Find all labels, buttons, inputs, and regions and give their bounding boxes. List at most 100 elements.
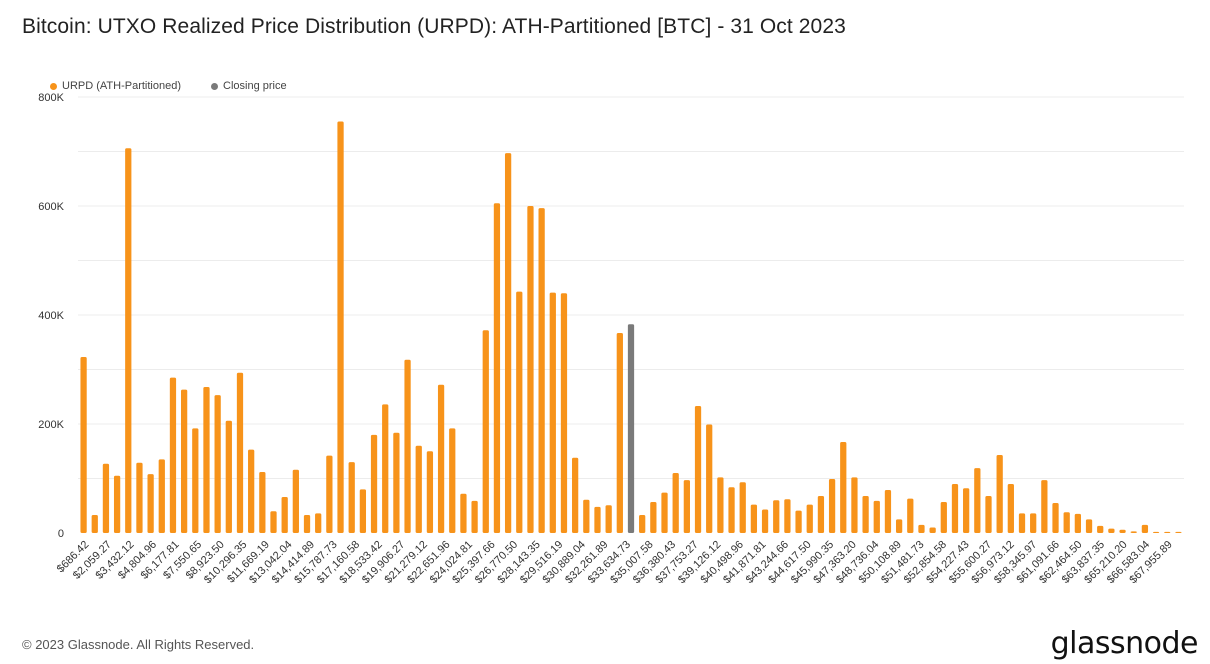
urpd-bar[interactable] — [426, 451, 434, 533]
urpd-bar[interactable] — [303, 515, 311, 533]
urpd-bar[interactable] — [91, 515, 98, 533]
urpd-bar[interactable] — [527, 206, 534, 533]
urpd-bar[interactable] — [1085, 519, 1093, 534]
urpd-bar[interactable] — [1007, 483, 1014, 533]
urpd-bar[interactable] — [482, 330, 489, 533]
glassnode-logo[interactable]: glassnode — [1050, 626, 1199, 661]
urpd-bar[interactable] — [639, 515, 646, 533]
urpd-bar[interactable] — [326, 455, 333, 533]
urpd-bar[interactable] — [236, 372, 244, 533]
urpd-bar[interactable] — [248, 449, 255, 533]
urpd-bar[interactable] — [795, 510, 802, 533]
urpd-bar[interactable] — [449, 428, 456, 533]
urpd-bar[interactable] — [873, 500, 880, 533]
urpd-bar[interactable] — [538, 208, 545, 533]
urpd-bar[interactable] — [851, 477, 858, 533]
urpd-bar[interactable] — [929, 527, 936, 533]
urpd-bar[interactable] — [1164, 531, 1171, 533]
urpd-bar[interactable] — [996, 455, 1003, 533]
urpd-bar[interactable] — [907, 498, 914, 533]
urpd-bar[interactable] — [951, 483, 959, 533]
urpd-bar[interactable] — [493, 203, 501, 533]
urpd-bar[interactable] — [460, 493, 467, 533]
urpd-bar[interactable] — [415, 445, 422, 533]
urpd-bar[interactable] — [315, 513, 322, 533]
urpd-bar[interactable] — [359, 489, 367, 533]
urpd-bar[interactable] — [225, 420, 232, 533]
urpd-bar[interactable] — [214, 395, 221, 533]
urpd-bar[interactable] — [281, 497, 288, 533]
urpd-bar[interactable] — [147, 474, 154, 533]
urpd-bar[interactable] — [504, 153, 512, 533]
urpd-bar[interactable] — [1041, 480, 1048, 533]
urpd-bar[interactable] — [516, 291, 523, 533]
urpd-bar[interactable] — [181, 389, 188, 533]
urpd-bar[interactable] — [761, 509, 769, 533]
urpd-bar[interactable] — [1108, 528, 1115, 533]
urpd-bar[interactable] — [717, 477, 724, 533]
urpd-bar[interactable] — [337, 121, 344, 533]
urpd-bar[interactable] — [728, 487, 735, 533]
urpd-bar[interactable] — [203, 386, 210, 533]
urpd-bar[interactable] — [348, 462, 355, 533]
urpd-bar[interactable] — [1074, 513, 1081, 533]
urpd-bar[interactable] — [985, 495, 992, 533]
urpd-bar[interactable] — [382, 404, 389, 533]
urpd-bar[interactable] — [884, 489, 892, 533]
urpd-bar[interactable] — [963, 488, 970, 533]
urpd-bar[interactable] — [125, 148, 132, 534]
urpd-bar[interactable] — [136, 462, 143, 533]
urpd-bar[interactable] — [895, 519, 903, 534]
urpd-bar[interactable] — [784, 499, 791, 533]
urpd-bar[interactable] — [393, 432, 400, 533]
urpd-bar[interactable] — [1175, 531, 1182, 533]
urpd-bar[interactable] — [672, 473, 679, 533]
urpd-bar[interactable] — [113, 475, 121, 533]
urpd-bar[interactable] — [583, 499, 590, 533]
urpd-bar[interactable] — [817, 495, 825, 533]
urpd-bar[interactable] — [549, 292, 556, 533]
urpd-bar[interactable] — [840, 441, 847, 533]
urpd-bar[interactable] — [594, 506, 601, 533]
urpd-bar[interactable] — [739, 482, 746, 533]
urpd-bar[interactable] — [1141, 524, 1149, 533]
urpd-bar[interactable] — [862, 495, 869, 533]
urpd-bar[interactable] — [437, 384, 445, 533]
urpd-bar[interactable] — [694, 406, 702, 533]
urpd-bar[interactable] — [158, 459, 165, 533]
urpd-bar[interactable] — [370, 434, 378, 533]
urpd-bar[interactable] — [974, 468, 981, 533]
urpd-bar[interactable] — [404, 359, 411, 533]
urpd-bar[interactable] — [605, 505, 612, 533]
urpd-bar[interactable] — [560, 293, 568, 533]
urpd-bar[interactable] — [1097, 525, 1104, 533]
urpd-bar[interactable] — [1018, 513, 1026, 533]
urpd-bar[interactable] — [1030, 513, 1037, 533]
urpd-bar[interactable] — [102, 463, 110, 533]
urpd-bar[interactable] — [192, 428, 199, 533]
urpd-bar[interactable] — [471, 500, 478, 533]
urpd-bar[interactable] — [683, 480, 690, 533]
legend-item-closing-price[interactable]: Closing price — [211, 80, 287, 92]
legend-item-urpd[interactable]: URPD (ATH-Partitioned) — [50, 80, 181, 92]
urpd-bar[interactable] — [1063, 512, 1070, 533]
urpd-bar[interactable] — [661, 492, 668, 533]
urpd-bar[interactable] — [1052, 503, 1059, 533]
urpd-bar[interactable] — [292, 469, 299, 533]
urpd-bar[interactable] — [270, 511, 277, 533]
urpd-bar[interactable] — [918, 524, 925, 533]
urpd-bar[interactable] — [80, 356, 87, 533]
urpd-bar[interactable] — [773, 500, 780, 533]
urpd-bar[interactable] — [650, 501, 657, 533]
urpd-bar[interactable] — [1152, 531, 1160, 533]
urpd-bar[interactable] — [169, 377, 177, 533]
urpd-bar[interactable] — [750, 504, 758, 533]
urpd-bar[interactable] — [806, 504, 813, 533]
urpd-bar[interactable] — [572, 457, 579, 533]
closing-price-bar[interactable] — [627, 324, 635, 533]
urpd-bar[interactable] — [1130, 531, 1137, 533]
urpd-bar[interactable] — [828, 479, 836, 533]
urpd-bar[interactable] — [1119, 529, 1126, 533]
urpd-bar[interactable] — [616, 332, 623, 533]
urpd-bar[interactable] — [940, 501, 947, 533]
